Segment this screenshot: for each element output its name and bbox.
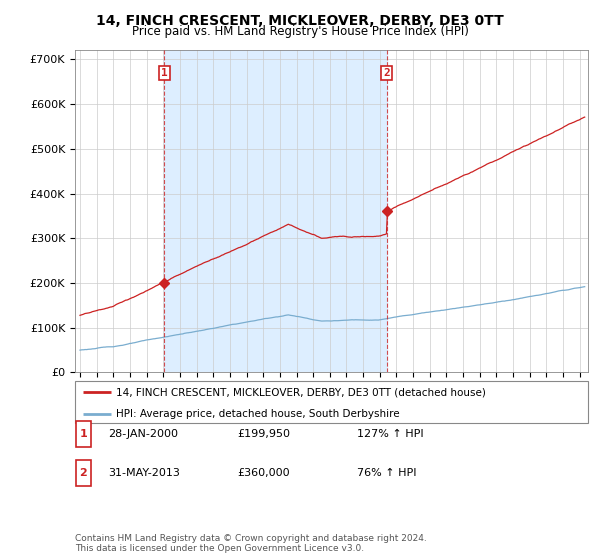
Text: 2: 2	[383, 68, 390, 78]
Text: 31-MAY-2013: 31-MAY-2013	[108, 468, 180, 478]
Text: 28-JAN-2000: 28-JAN-2000	[108, 429, 178, 439]
FancyBboxPatch shape	[76, 421, 91, 446]
FancyBboxPatch shape	[75, 381, 588, 423]
Text: 1: 1	[80, 429, 87, 438]
Text: 14, FINCH CRESCENT, MICKLEOVER, DERBY, DE3 0TT: 14, FINCH CRESCENT, MICKLEOVER, DERBY, D…	[96, 14, 504, 28]
Text: 14, FINCH CRESCENT, MICKLEOVER, DERBY, DE3 0TT (detached house): 14, FINCH CRESCENT, MICKLEOVER, DERBY, D…	[116, 387, 486, 397]
FancyBboxPatch shape	[76, 460, 91, 486]
Text: 127% ↑ HPI: 127% ↑ HPI	[357, 429, 424, 439]
Text: 76% ↑ HPI: 76% ↑ HPI	[357, 468, 416, 478]
Text: 1: 1	[161, 68, 168, 78]
Text: Contains HM Land Registry data © Crown copyright and database right 2024.
This d: Contains HM Land Registry data © Crown c…	[75, 534, 427, 553]
Text: £199,950: £199,950	[237, 429, 290, 439]
Text: Price paid vs. HM Land Registry's House Price Index (HPI): Price paid vs. HM Land Registry's House …	[131, 25, 469, 38]
Text: 2: 2	[80, 468, 87, 478]
Text: £360,000: £360,000	[237, 468, 290, 478]
Bar	[164, 50, 387, 372]
Text: HPI: Average price, detached house, South Derbyshire: HPI: Average price, detached house, Sout…	[116, 409, 400, 418]
